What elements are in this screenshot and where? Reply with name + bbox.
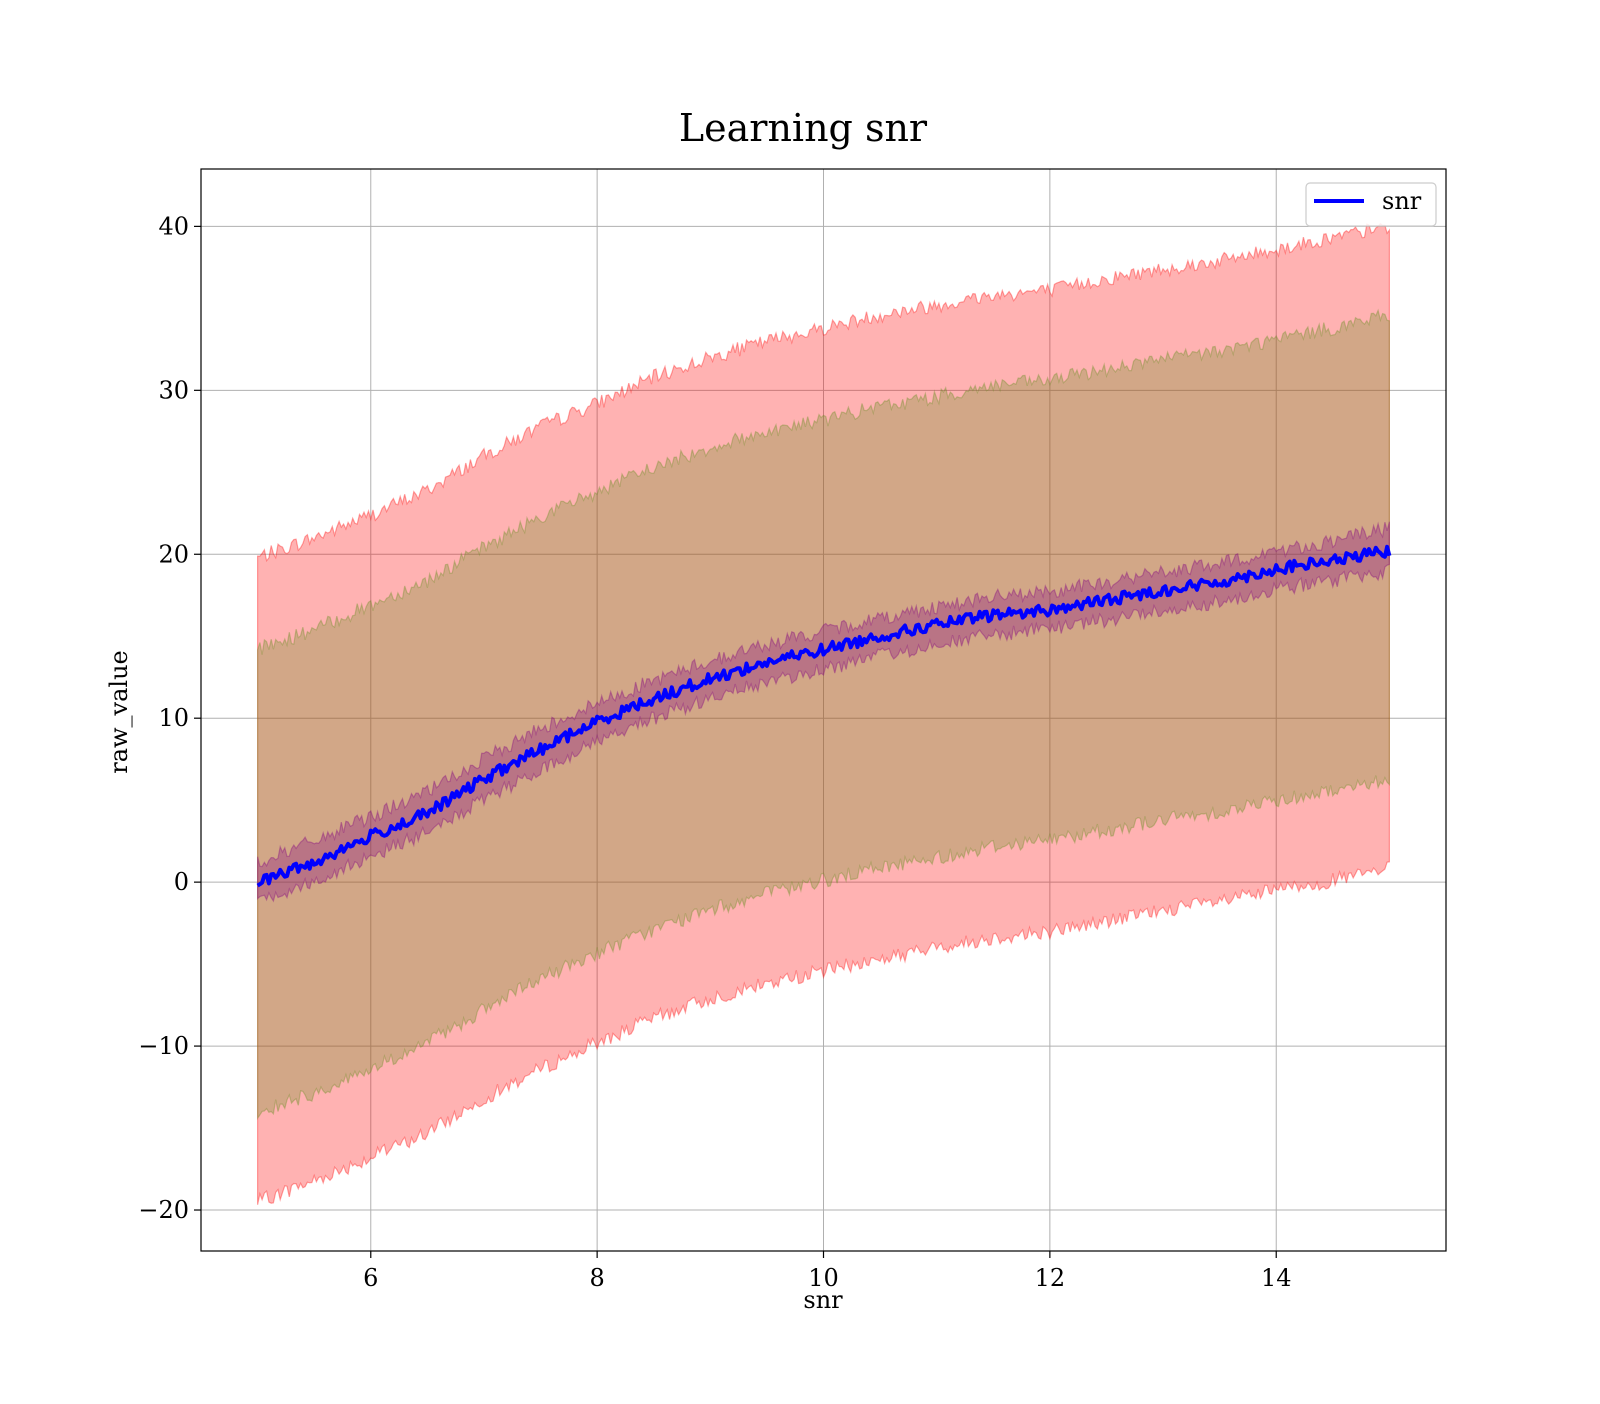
- y-axis-label: raw_value: [105, 650, 133, 774]
- y-tick-label: 10: [158, 704, 189, 732]
- y-tick-label: 20: [158, 540, 189, 568]
- legend-label-snr: snr: [1382, 187, 1422, 215]
- y-tick-label: 40: [158, 212, 189, 240]
- x-tick-label: 14: [1261, 1264, 1292, 1292]
- x-tick-label: 8: [589, 1264, 604, 1292]
- y-tick-label: 30: [158, 376, 189, 404]
- chart-title: Learning snr: [679, 106, 928, 150]
- x-tick-label: 12: [1035, 1264, 1066, 1292]
- x-axis-label: snr: [803, 1286, 843, 1314]
- y-tick-label: −10: [138, 1032, 189, 1060]
- y-tick-label: 0: [174, 868, 189, 896]
- legend: snr: [1306, 183, 1436, 226]
- y-tick-label: −20: [138, 1196, 189, 1224]
- x-tick-label: 6: [363, 1264, 378, 1292]
